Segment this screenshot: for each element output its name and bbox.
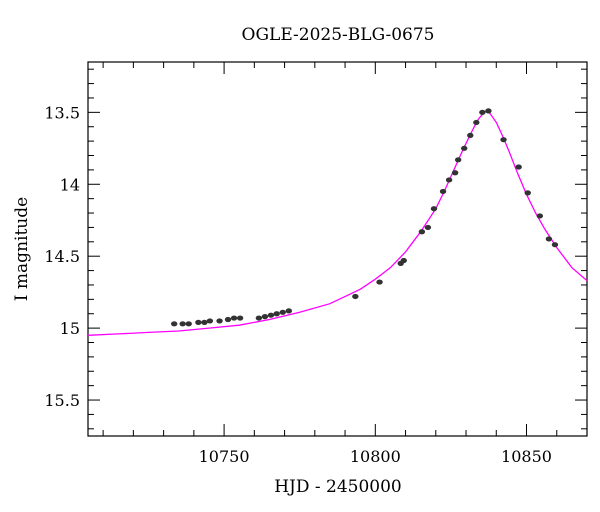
data-point [352,293,359,300]
data-point [515,164,522,170]
data-point [255,315,263,321]
data-point [424,224,432,231]
data-point [467,132,474,138]
axis-ticks [88,62,588,436]
data-point [206,318,214,324]
data-point [170,321,178,327]
data-point [445,177,453,183]
y-axis-label: I magnitude [12,197,32,301]
x-tick-label: 10850 [501,447,552,466]
data-point [273,311,280,317]
data-point [195,319,202,325]
data-point [201,319,208,325]
y-tick-label: 13.5 [44,103,80,122]
y-tick-label: 14 [60,175,80,194]
data-point [267,312,275,318]
data-point [185,321,192,327]
data-point [230,315,238,321]
data-point [285,308,293,314]
data-point [485,108,492,114]
data-point [439,188,447,195]
data-point [216,318,223,324]
data-points [170,108,559,327]
chart-title: OGLE-2025-BLG-0675 [242,25,435,45]
y-tick-labels: 13.5 14 14.5 15 15.5 [44,103,80,410]
data-point [418,229,426,235]
x-axis-label: HJD - 2450000 [274,477,402,497]
data-point [376,279,383,285]
data-point [454,157,462,163]
y-tick-label: 14.5 [44,247,80,266]
x-tick-labels: 10750 10800 10850 [199,447,552,466]
data-point [224,316,232,323]
data-point [236,315,244,321]
data-point [545,236,553,242]
data-point [461,145,468,151]
x-tick-label: 10800 [350,447,401,466]
data-point [473,119,480,126]
data-point [500,137,507,143]
data-point [479,109,486,115]
data-point [430,206,438,212]
data-point [279,309,286,315]
y-tick-label: 15 [60,319,80,338]
data-point [536,213,544,219]
y-tick-label: 15.5 [44,391,80,410]
data-point [451,170,459,176]
plot-frame [87,61,588,437]
data-point [261,314,269,320]
data-point [551,242,559,248]
x-tick-label: 10750 [199,447,250,466]
data-point [179,321,186,327]
data-point [524,190,531,196]
model-curve [87,110,588,336]
data-point [400,257,407,264]
